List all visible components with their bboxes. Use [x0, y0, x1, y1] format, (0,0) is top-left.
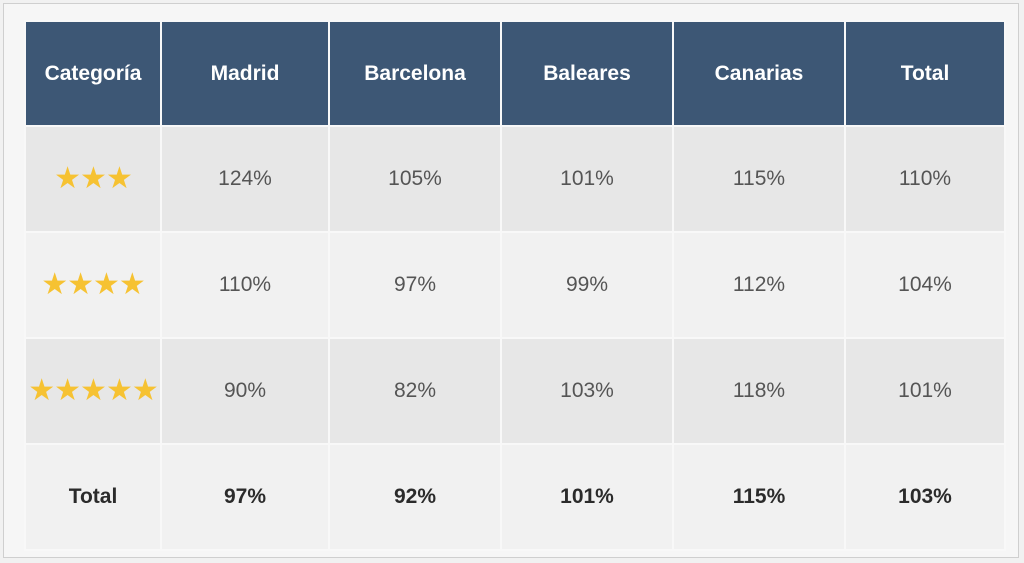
value-cell: 118% [672, 337, 846, 445]
table-row: ★★★ 124% 105% 101% 115% 110% [24, 125, 1006, 233]
total-label: Total [24, 443, 162, 551]
star-icon: ★ [80, 373, 107, 408]
star-rating-icon: ★★★ [54, 161, 133, 196]
star-icon: ★ [28, 373, 55, 408]
star-icon: ★ [67, 267, 94, 302]
total-value-cell: 103% [844, 443, 1006, 551]
total-value-cell: 97% [160, 443, 330, 551]
star-icon: ★ [54, 161, 81, 196]
value-cell: 124% [160, 125, 330, 233]
value-cell: 103% [500, 337, 674, 445]
star-icon: ★ [131, 373, 159, 408]
star-icon: ★ [118, 267, 146, 302]
occupancy-table: Categoría Madrid Barcelona Baleares Cana… [24, 20, 1006, 551]
total-value-cell: 101% [500, 443, 674, 551]
table-row: ★★★★ 110% 97% 99% 112% 104% [24, 231, 1006, 339]
header-canarias: Canarias [672, 20, 846, 127]
value-cell: 105% [328, 125, 502, 233]
star-icon: ★ [54, 373, 81, 408]
star-icon: ★ [80, 161, 107, 196]
value-cell: 112% [672, 231, 846, 339]
star-icon: ★ [93, 267, 120, 302]
total-value-cell: 115% [672, 443, 846, 551]
value-cell: 101% [500, 125, 674, 233]
star-icon: ★ [41, 267, 68, 302]
star-rating-icon: ★★★★ [41, 267, 146, 302]
value-cell: 110% [844, 125, 1006, 233]
category-cell: ★★★★★ [24, 337, 162, 445]
table-frame: Categoría Madrid Barcelona Baleares Cana… [3, 3, 1019, 558]
star-icon: ★ [105, 161, 133, 196]
header-madrid: Madrid [160, 20, 330, 127]
value-cell: 115% [672, 125, 846, 233]
header-total: Total [844, 20, 1006, 127]
total-row: Total 97% 92% 101% 115% 103% [24, 443, 1006, 551]
star-icon: ★ [105, 373, 133, 408]
header-baleares: Baleares [500, 20, 674, 127]
category-cell: ★★★ [24, 125, 162, 233]
value-cell: 110% [160, 231, 330, 339]
header-barcelona: Barcelona [328, 20, 502, 127]
value-cell: 82% [328, 337, 502, 445]
header-row: Categoría Madrid Barcelona Baleares Cana… [24, 20, 1006, 127]
star-rating-icon: ★★★★★ [28, 373, 159, 408]
value-cell: 90% [160, 337, 330, 445]
value-cell: 104% [844, 231, 1006, 339]
header-categoria: Categoría [24, 20, 162, 127]
table-row: ★★★★★ 90% 82% 103% 118% 101% [24, 337, 1006, 445]
value-cell: 101% [844, 337, 1006, 445]
category-cell: ★★★★ [24, 231, 162, 339]
value-cell: 99% [500, 231, 674, 339]
value-cell: 97% [328, 231, 502, 339]
total-value-cell: 92% [328, 443, 502, 551]
